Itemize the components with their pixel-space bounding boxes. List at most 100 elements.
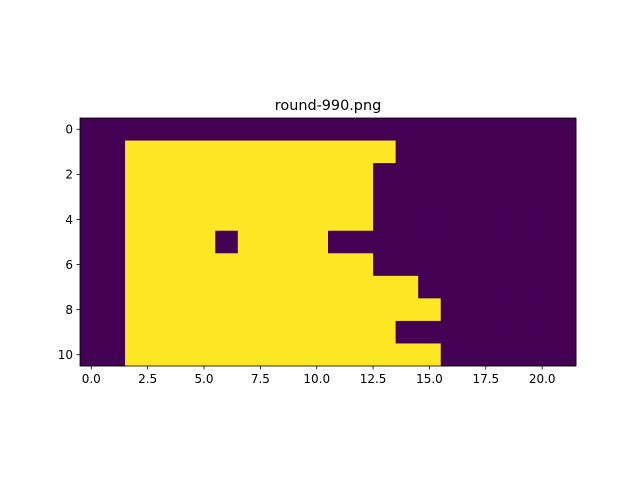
heatmap-cell bbox=[485, 253, 509, 277]
heatmap-cell bbox=[350, 343, 374, 367]
heatmap-cell bbox=[508, 275, 532, 299]
heatmap-cell bbox=[237, 185, 261, 209]
heatmap-cell bbox=[485, 163, 509, 187]
heatmap-cell bbox=[418, 208, 442, 232]
heatmap-cell bbox=[463, 275, 487, 299]
y-tick-label: 8 bbox=[65, 303, 73, 317]
axes-frame bbox=[79, 117, 577, 367]
heatmap-cell bbox=[508, 343, 532, 367]
heatmap-cell bbox=[350, 230, 374, 254]
heatmap-cell bbox=[350, 208, 374, 232]
y-axis: 0 2 4 6 8 10 bbox=[58, 123, 80, 362]
heatmap-cell bbox=[147, 208, 171, 232]
y-tick-label: 0 bbox=[65, 123, 73, 137]
heatmap-cell bbox=[463, 208, 487, 232]
heatmap-cell bbox=[395, 275, 419, 299]
heatmap-cell bbox=[125, 163, 149, 187]
heatmap-cell bbox=[350, 253, 374, 277]
heatmap-cell bbox=[170, 343, 194, 367]
y-tick-label: 4 bbox=[65, 213, 73, 227]
heatmap-cell bbox=[260, 343, 284, 367]
heatmap-cell bbox=[418, 163, 442, 187]
heatmap-cell bbox=[440, 275, 464, 299]
heatmap-cell bbox=[192, 343, 216, 367]
heatmap-cell bbox=[373, 298, 397, 322]
heatmap-cell bbox=[553, 275, 577, 299]
heatmap-cell bbox=[125, 118, 149, 141]
heatmap-cell bbox=[102, 140, 126, 164]
heatmap-cell bbox=[463, 253, 487, 277]
heatmap-cell bbox=[485, 118, 509, 141]
heatmap-cell bbox=[440, 208, 464, 232]
heatmap-cell bbox=[192, 163, 216, 187]
heatmap-cell bbox=[350, 298, 374, 322]
heatmap-cell bbox=[282, 253, 306, 277]
heatmap-cell bbox=[147, 253, 171, 277]
heatmap-cell bbox=[215, 230, 239, 254]
heatmap-cell bbox=[350, 140, 374, 164]
heatmap-cell bbox=[192, 320, 216, 344]
heatmap-cell bbox=[418, 320, 442, 344]
heatmap-cell bbox=[328, 275, 351, 299]
heatmap-cell bbox=[125, 140, 149, 164]
heatmap-cell bbox=[192, 140, 216, 164]
heatmap-cell bbox=[260, 298, 284, 322]
heatmap-cell bbox=[305, 343, 329, 367]
heatmap-cell bbox=[350, 185, 374, 209]
heatmap-cell bbox=[530, 253, 554, 277]
heatmap-cell bbox=[80, 320, 103, 344]
heatmap-cell bbox=[440, 298, 464, 322]
heatmap-cell bbox=[147, 275, 171, 299]
heatmap-cell bbox=[282, 208, 306, 232]
heatmap-cell bbox=[373, 208, 397, 232]
heatmap-cell bbox=[508, 140, 532, 164]
heatmap-cell bbox=[485, 275, 509, 299]
heatmap-cell bbox=[440, 320, 464, 344]
heatmap-cell bbox=[463, 185, 487, 209]
heatmap-cell bbox=[102, 163, 126, 187]
heatmap-cell bbox=[147, 298, 171, 322]
heatmap-cell bbox=[305, 275, 329, 299]
heatmap-cell bbox=[463, 343, 487, 367]
heatmap-cell bbox=[373, 118, 397, 141]
heatmap-cell bbox=[373, 163, 397, 187]
heatmap-cell bbox=[237, 275, 261, 299]
heatmap-cell bbox=[215, 253, 239, 277]
heatmap-cell bbox=[215, 118, 239, 141]
y-tick-label: 2 bbox=[65, 168, 73, 182]
heatmap-cell bbox=[147, 320, 171, 344]
heatmap-cell bbox=[463, 118, 487, 141]
heatmap-cell bbox=[530, 140, 554, 164]
heatmap-cell bbox=[260, 275, 284, 299]
heatmap-cell bbox=[395, 298, 419, 322]
heatmap-cell bbox=[125, 208, 149, 232]
heatmap-cell bbox=[328, 230, 351, 254]
heatmap-cell bbox=[80, 208, 103, 232]
heatmap-cell bbox=[125, 320, 149, 344]
heatmap-cell bbox=[147, 185, 171, 209]
heatmap-cell bbox=[530, 118, 554, 141]
heatmap-cell bbox=[192, 118, 216, 141]
heatmap-cell bbox=[463, 140, 487, 164]
heatmap-cell bbox=[553, 230, 577, 254]
heatmap-cell bbox=[80, 343, 103, 367]
heatmap-cell bbox=[508, 185, 532, 209]
heatmap-cell bbox=[508, 118, 532, 141]
heatmap-cell bbox=[170, 298, 194, 322]
heatmap-cell bbox=[215, 343, 239, 367]
heatmap-cell bbox=[215, 298, 239, 322]
heatmap-cell bbox=[463, 298, 487, 322]
y-tick-label: 6 bbox=[65, 258, 73, 272]
heatmap-cell bbox=[328, 298, 351, 322]
heatmap-cell bbox=[395, 185, 419, 209]
heatmap-cell bbox=[485, 185, 509, 209]
heatmap-cell bbox=[237, 343, 261, 367]
heatmap-cell bbox=[192, 185, 216, 209]
heatmap-cell bbox=[282, 163, 306, 187]
heatmap-cell bbox=[463, 320, 487, 344]
heatmap-cell bbox=[508, 208, 532, 232]
heatmap-cell bbox=[530, 185, 554, 209]
heatmap-cell bbox=[508, 253, 532, 277]
heatmap-cell bbox=[418, 253, 442, 277]
